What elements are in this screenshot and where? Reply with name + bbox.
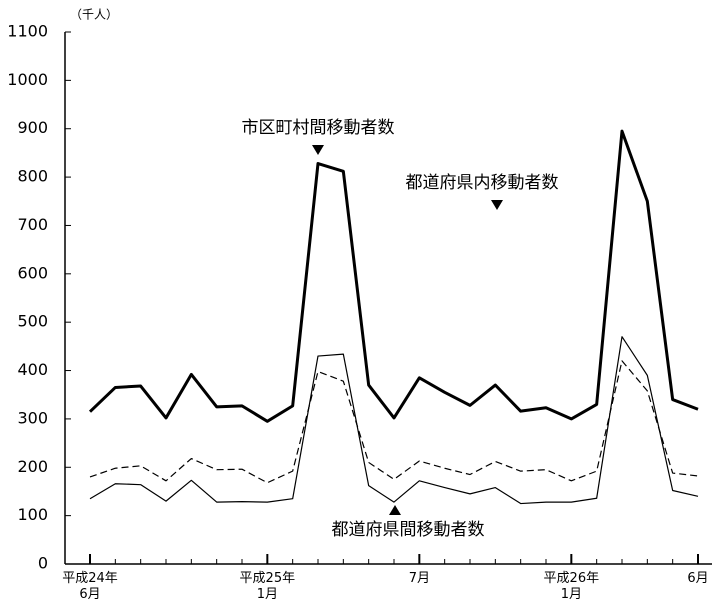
arrow	[312, 145, 324, 155]
y-tick-label: 800	[17, 167, 48, 186]
y-tick-label: 1000	[7, 70, 48, 89]
series-annotation: 市区町村間移動者数	[242, 118, 395, 138]
series-annotation: 都道府県間移動者数	[332, 520, 485, 540]
y-tick-label: 400	[17, 360, 48, 379]
series-line	[88, 129, 699, 423]
series-line	[89, 336, 699, 505]
series-annotation: 都道府県内移動者数	[406, 173, 559, 193]
y-tick-label: 900	[17, 118, 48, 137]
x-tick-label: 平成25年 1月	[239, 571, 296, 602]
y-tick-label: 0	[38, 554, 48, 573]
arrow	[491, 200, 503, 210]
x-tick-label: 平成24年 6月	[62, 571, 118, 602]
x-tick-label: 6月	[687, 571, 709, 586]
y-tick-label: 300	[17, 408, 48, 427]
y-tick-label: 600	[17, 263, 48, 282]
series-line	[89, 360, 699, 484]
y-tick-label: 500	[17, 312, 48, 331]
x-tick-label: 7月	[408, 571, 430, 586]
x-tick-label: 平成26年 1月	[543, 571, 600, 602]
y-tick-label: 1100	[7, 22, 48, 41]
y-tick-label: 700	[17, 215, 48, 234]
arrow	[389, 505, 401, 515]
y-tick-label: 100	[17, 505, 48, 524]
y-tick-label: 200	[17, 457, 48, 476]
unit-label: （千人）	[70, 8, 118, 22]
